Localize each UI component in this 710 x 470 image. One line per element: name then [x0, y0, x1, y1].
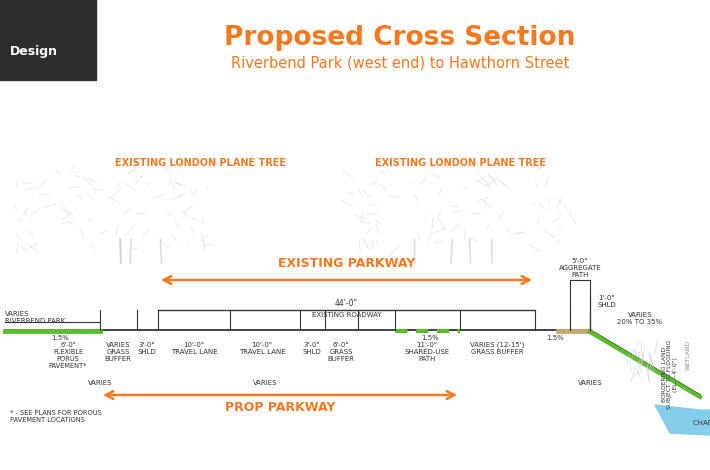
Text: 1.5%: 1.5%: [546, 335, 564, 341]
Text: VARIES
GRASS
BUFFER: VARIES GRASS BUFFER: [104, 342, 131, 362]
Text: EXISTING ROADWAY: EXISTING ROADWAY: [312, 312, 381, 318]
Text: 44'-0": 44'-0": [335, 299, 358, 308]
Text: EXISTING LONDON PLANE TREE: EXISTING LONDON PLANE TREE: [115, 158, 286, 168]
Text: Riverbend Park (west end) to Hawthorn Street: Riverbend Park (west end) to Hawthorn St…: [231, 55, 569, 70]
Text: WETLAND: WETLAND: [685, 340, 691, 370]
Text: PROP PARKWAY: PROP PARKWAY: [225, 401, 335, 414]
Text: VARIES
20% TO 35%: VARIES 20% TO 35%: [618, 312, 662, 325]
Text: Proposed Cross Section: Proposed Cross Section: [224, 25, 576, 51]
Text: VARIES (12-15')
GRASS BUFFER: VARIES (12-15') GRASS BUFFER: [470, 342, 524, 355]
Text: 10'-0"
TRAVEL LANE: 10'-0" TRAVEL LANE: [239, 342, 285, 355]
Text: BORDERING LAND
SUBJECT TO FLOODING
(EL. ~4'-0"): BORDERING LAND SUBJECT TO FLOODING (EL. …: [662, 340, 678, 409]
Text: CHARLES RIVER: CHARLES RIVER: [693, 420, 710, 426]
Text: 3'-0"
SHLD: 3'-0" SHLD: [302, 342, 322, 355]
Text: 6'-0"
FLEXIBLE
PORUS
PAVEMENT*: 6'-0" FLEXIBLE PORUS PAVEMENT*: [49, 342, 87, 369]
Bar: [0, 0, 96, 80]
Text: 3'-0"
SHLD: 3'-0" SHLD: [138, 342, 156, 355]
Text: 6'-0"
GRASS
BUFFER: 6'-0" GRASS BUFFER: [327, 342, 354, 362]
Text: VARIES: VARIES: [253, 380, 277, 386]
Text: 1.5%: 1.5%: [421, 335, 439, 341]
Text: 11'-0"
SHARED-USE
PATH: 11'-0" SHARED-USE PATH: [405, 342, 449, 362]
Text: EXISTING PARKWAY: EXISTING PARKWAY: [278, 257, 415, 270]
Text: Design: Design: [10, 46, 58, 58]
Text: VARIES
RIVERBEND PARK: VARIES RIVERBEND PARK: [5, 311, 65, 324]
Text: 5'-0"
AGGREGATE
PATH: 5'-0" AGGREGATE PATH: [559, 258, 601, 278]
Text: 1.5%: 1.5%: [51, 335, 69, 341]
Text: VARIES: VARIES: [578, 380, 602, 386]
Text: VARIES: VARIES: [88, 380, 112, 386]
Text: EXISTING LONDON PLANE TREE: EXISTING LONDON PLANE TREE: [375, 158, 546, 168]
Text: 1'-0"
SHLD: 1'-0" SHLD: [598, 295, 617, 308]
Text: 10'-0"
TRAVEL LANE: 10'-0" TRAVEL LANE: [170, 342, 217, 355]
Polygon shape: [655, 405, 710, 435]
Text: * - SEE PLANS FOR POROUS
PAVEMENT LOCATIONS: * - SEE PLANS FOR POROUS PAVEMENT LOCATI…: [10, 410, 102, 423]
